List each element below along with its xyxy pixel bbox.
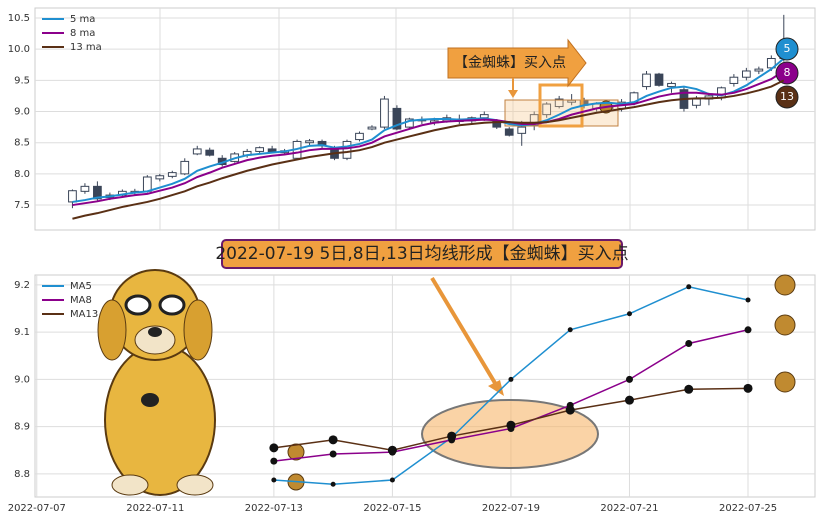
- banner: [221, 239, 623, 269]
- y-tick-label: 10.5: [8, 13, 30, 24]
- point: [624, 395, 634, 405]
- point: [271, 477, 277, 483]
- y-tick-label: 8.0: [14, 169, 30, 180]
- legend-label: MA5: [70, 281, 92, 292]
- candle-body: [192, 148, 202, 155]
- legend-label: 5 ma: [70, 14, 95, 25]
- ma-line: [72, 70, 785, 207]
- ma-badge-label: 5: [784, 42, 791, 55]
- point: [743, 383, 753, 393]
- y-tick-label: 9.1: [14, 327, 30, 338]
- ma-line: [72, 79, 785, 220]
- y-tick-label: 8.5: [14, 138, 30, 149]
- point: [625, 375, 633, 383]
- candle-body: [529, 114, 539, 126]
- point: [389, 477, 395, 483]
- point: [506, 420, 516, 430]
- point: [270, 457, 278, 465]
- dog-illustration: [97, 269, 216, 496]
- candle-body: [380, 98, 389, 128]
- x-tick-label: 2022-07-13: [245, 503, 303, 514]
- banner-title: 2022-07-19 5日,8日,13日均线形成【金蜘蛛】买入点: [215, 244, 628, 264]
- candle-body: [205, 149, 215, 156]
- point: [685, 339, 693, 347]
- callout-pointer-head: [508, 90, 518, 98]
- point: [387, 445, 397, 455]
- annotation: 【金蜘蛛】买入点: [454, 55, 566, 71]
- candle-body: [654, 73, 664, 86]
- point: [686, 284, 692, 290]
- point: [745, 297, 751, 303]
- point: [684, 384, 694, 394]
- point: [328, 435, 338, 445]
- candle-body: [180, 160, 190, 175]
- callout-arrow: [447, 38, 587, 88]
- ma-badge: [775, 37, 799, 61]
- y-tick-label: 9.0: [14, 374, 30, 385]
- y-tick-label: 8.9: [14, 422, 30, 433]
- point: [744, 326, 752, 334]
- y-tick-label: 7.5: [14, 200, 30, 211]
- candle-body: [93, 185, 102, 200]
- point: [626, 311, 632, 317]
- candle-body: [367, 126, 377, 130]
- ma-badge-label: 8: [784, 66, 791, 79]
- legend-label: 8 ma: [70, 28, 95, 39]
- point: [269, 443, 279, 453]
- y-tick-label: 9.2: [14, 280, 30, 291]
- candle-body: [542, 103, 552, 116]
- candle-body: [479, 114, 489, 119]
- candle-body: [754, 68, 764, 72]
- legend-label: MA13: [70, 309, 98, 320]
- legend-label: 13 ma: [70, 42, 102, 53]
- candle-body: [517, 126, 527, 134]
- candle-body: [68, 190, 77, 203]
- candle-body: [692, 98, 701, 106]
- legend-label: MA8: [70, 295, 92, 306]
- pointer-arrow: [430, 276, 500, 390]
- x-tick-label: 2022-07-11: [126, 503, 184, 514]
- point: [447, 431, 457, 441]
- y-tick-label: 9.5: [14, 75, 30, 86]
- candle-body: [504, 128, 514, 136]
- x-tick-label: 2022-07-21: [600, 503, 658, 514]
- y-tick-label: 10.0: [8, 44, 30, 55]
- candle-body: [167, 172, 177, 177]
- ma-badge-label: 13: [780, 90, 794, 103]
- x-tick-label: 2022-07-25: [719, 503, 777, 514]
- candle-body: [554, 98, 564, 108]
- candle-body: [142, 176, 152, 192]
- candle-body: [392, 107, 402, 130]
- candle-body: [305, 140, 314, 144]
- point: [329, 450, 337, 458]
- point: [330, 481, 336, 487]
- ma-line: [72, 57, 785, 203]
- point: [567, 327, 573, 333]
- candle-body: [667, 82, 676, 88]
- ma-badge: [775, 61, 799, 85]
- candle-body: [729, 76, 739, 84]
- pointer-arrow-head: [488, 380, 504, 396]
- y-tick-label: 9.0: [14, 107, 30, 118]
- candle-body: [741, 70, 751, 78]
- y-tick-label: 8.8: [14, 469, 30, 480]
- x-tick-label: 2022-07-15: [363, 503, 421, 514]
- candle-body: [342, 140, 352, 159]
- point: [565, 405, 575, 415]
- spider-decorations: [287, 100, 796, 491]
- candle-body: [642, 73, 651, 88]
- candle-body: [80, 185, 90, 192]
- highlight-ellipse: [421, 399, 599, 469]
- ma-badge: [775, 85, 799, 109]
- point: [508, 376, 514, 382]
- candle-body: [355, 132, 364, 141]
- candle-body: [155, 175, 165, 180]
- x-tick-label: 2022-07-19: [482, 503, 540, 514]
- candle-body: [255, 147, 265, 152]
- x-tick-label: 2022-07-07: [8, 503, 66, 514]
